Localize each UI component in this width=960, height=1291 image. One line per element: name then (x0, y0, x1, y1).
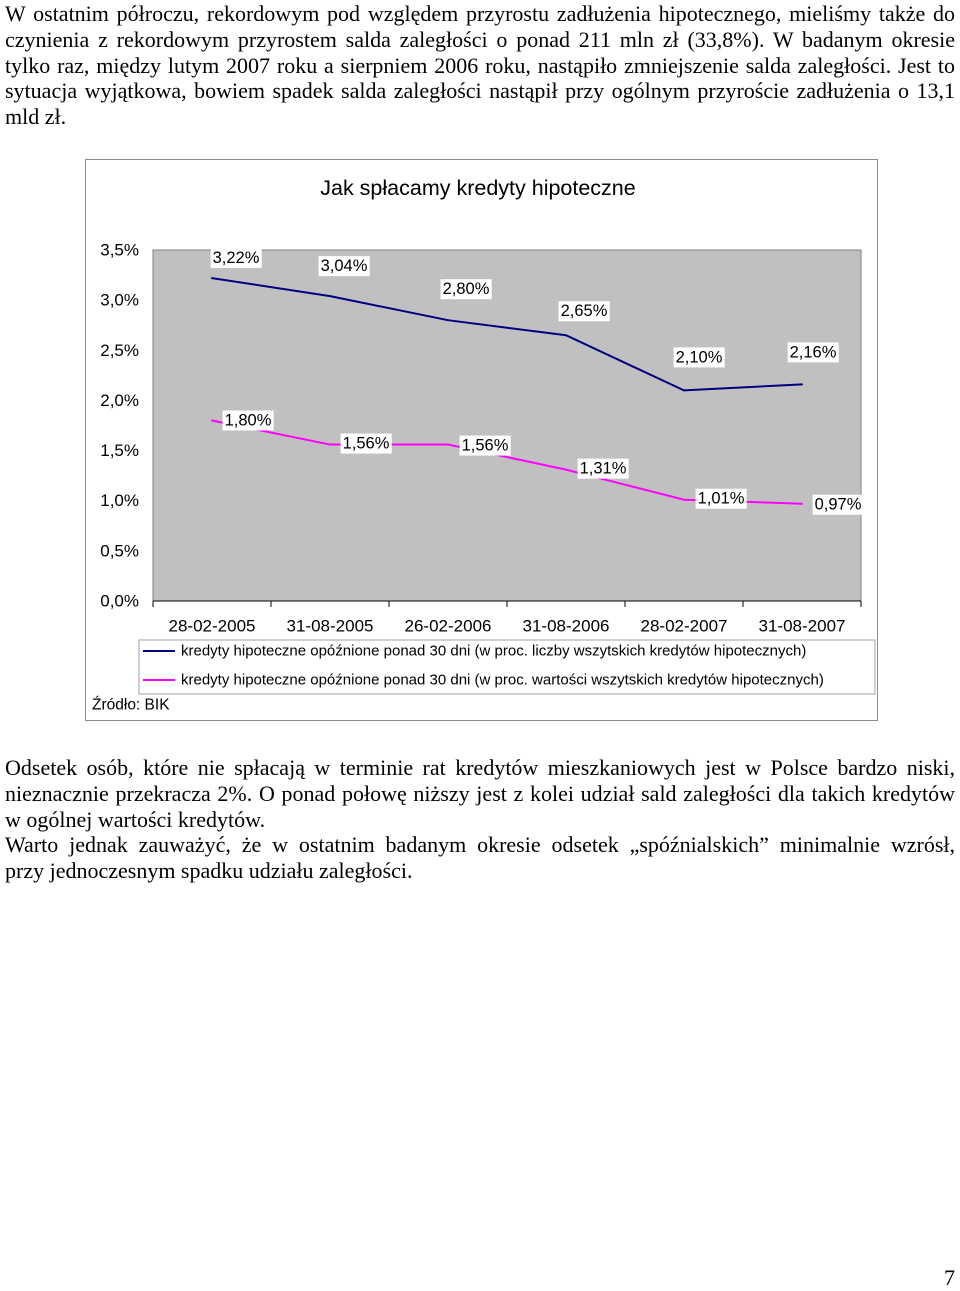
data-label: 1,80% (225, 411, 272, 429)
data-label: 0,97% (815, 496, 862, 514)
paragraph: Warto jednak zauważyć, że w ostatnim bad… (5, 832, 955, 884)
series-1-point (211, 277, 213, 280)
source-note: Źródło: BIK (92, 697, 170, 714)
data-label-group: 2,16% (787, 342, 839, 363)
y-tick-label: 2,5% (100, 341, 139, 360)
data-label-group: 2,10% (673, 347, 725, 368)
series-1-point (447, 319, 449, 322)
y-tick-label: 1,5% (100, 441, 139, 460)
data-label-background (812, 494, 864, 515)
legend-label: kredyty hipoteczne opóźnione ponad 30 dn… (181, 672, 824, 689)
text-line: W ostatnim półroczu, rekordowym pod wzgl… (5, 1, 955, 26)
data-label-background (318, 256, 370, 277)
plot-layer: 0,0% 0,5% 1,0% 1,5% 2,0% 2,5% 3,0% 3,5% 28-02-20… (100, 241, 876, 695)
x-tick-label: 31-08-2006 (523, 617, 610, 636)
page-number: 7 (944, 1265, 955, 1290)
data-label: 1,56% (343, 435, 390, 453)
data-label-background (673, 347, 725, 368)
text-line: nieznacznie przekracza 2%. O ponad połow… (5, 780, 955, 806)
x-tick-label: 31-08-2007 (759, 617, 846, 636)
text-line: sytuacja wyjątkowa, bowiem spadek salda … (5, 78, 955, 104)
series-1-point (329, 295, 331, 298)
series-1-point (565, 334, 567, 337)
series-1-line (211, 277, 803, 392)
data-label-group: 1,56% (459, 435, 511, 456)
data-label-group: 0,97% (812, 494, 864, 515)
series-2-point (447, 443, 449, 446)
data-label-background (340, 433, 392, 454)
data-label-group: 2,65% (558, 301, 610, 322)
data-label-background (577, 458, 629, 479)
legend-box (138, 639, 876, 695)
data-label-background (787, 342, 839, 363)
y-tick-label: 3,5% (100, 241, 139, 260)
series-2-point (565, 468, 567, 471)
y-tick-label: 0,0% (100, 592, 139, 611)
mortgage-repayment-chart: Jak spłacamy kredyty hipoteczne 0,0% 0,5%… (85, 159, 878, 721)
data-label-background (459, 435, 511, 456)
x-tick-label: 28-02-2005 (169, 617, 256, 636)
series-2-point (329, 443, 331, 446)
data-label-group: 3,04% (318, 256, 370, 277)
series-1-point (801, 383, 803, 386)
data-label: 2,80% (443, 280, 490, 298)
data-label-group: 1,31% (577, 458, 629, 479)
data-label: 3,22% (213, 249, 260, 267)
y-tick-label: 1,0% (100, 491, 139, 510)
x-tick-label: 28-02-2007 (641, 617, 728, 636)
data-label: 1,56% (462, 437, 509, 455)
text-line: mld zł. (5, 104, 67, 129)
data-label: 2,16% (790, 343, 837, 361)
data-label: 1,01% (698, 490, 745, 508)
y-tick-label: 0,5% (100, 541, 139, 560)
text-line: w ogólnej wartości kredytów. (5, 806, 266, 832)
series-2-point (683, 498, 685, 501)
data-label-group: 1,56% (340, 433, 392, 454)
text-line: czynienia z rekordowym przyrostem salda … (5, 26, 955, 52)
data-label-background (210, 248, 262, 269)
data-label-group: 3,22% (210, 248, 262, 269)
data-label-background (695, 488, 747, 509)
data-label-group: 1,80% (222, 410, 274, 431)
data-label: 2,65% (561, 302, 608, 320)
chart-title: Jak spłacamy kredyty hipoteczne (320, 176, 635, 200)
data-label: 1,31% (580, 460, 627, 478)
text-line: przy jednoczesnym spadku udziału zaległo… (5, 858, 413, 883)
data-label: 3,04% (321, 257, 368, 275)
y-tick-label: 3,0% (100, 291, 139, 310)
intro-paragraph: W ostatnim półroczu, rekordowym pod wzgl… (5, 1, 955, 130)
data-label-group: 1,01% (695, 488, 747, 509)
series-2-point (211, 419, 213, 422)
series-2-point (801, 502, 803, 505)
data-label-background (222, 410, 274, 431)
text-line: Warto jednak zauważyć, że w ostatnim bad… (5, 832, 955, 858)
text-line: Odsetek osób, które nie spłacają w termi… (5, 755, 955, 780)
data-label-group: 2,80% (440, 279, 492, 300)
paragraph: Odsetek osób, które nie spłacają w termi… (5, 755, 955, 832)
data-label: 2,10% (676, 348, 723, 366)
data-label-background (440, 279, 492, 300)
x-tick-label: 31-08-2005 (287, 617, 374, 636)
text-line: tylko raz, między lutym 2007 roku a sier… (5, 52, 955, 78)
data-label-background (558, 301, 610, 322)
closing-text: Odsetek osób, które nie spłacają w termi… (5, 755, 955, 884)
y-tick-label: 2,0% (100, 391, 139, 410)
series-1-point (683, 389, 685, 392)
legend-label: kredyty hipoteczne opóźnione ponad 30 dn… (181, 643, 806, 660)
x-tick-label: 26-02-2006 (405, 617, 492, 636)
